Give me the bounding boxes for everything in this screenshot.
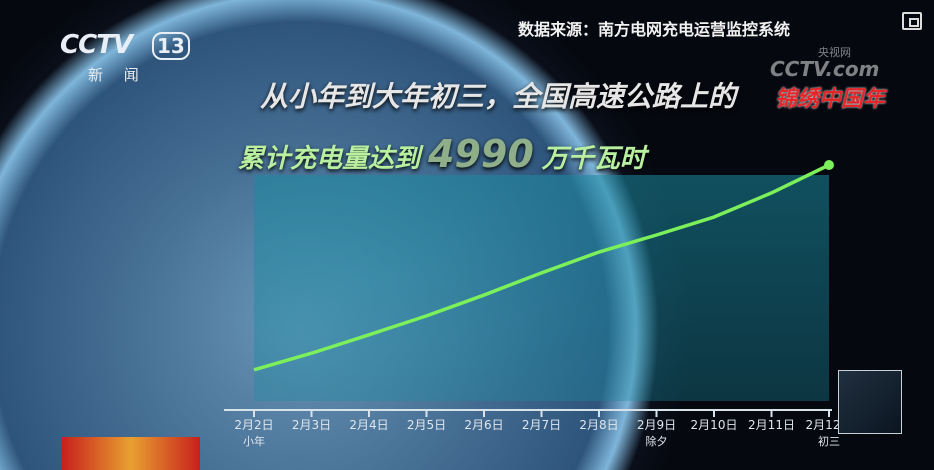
x-tick-label: 2月5日 [407, 418, 446, 432]
x-tick-label: 2月3日 [292, 418, 331, 432]
x-tick-label: 2月8日 [579, 418, 618, 432]
x-tick-label: 2月6日 [464, 418, 503, 432]
x-sublabel: 小年 [243, 434, 265, 448]
x-tick-label: 2月7日 [522, 418, 561, 432]
chart-area-fill [254, 175, 829, 401]
x-tick-label: 2月9日 [637, 418, 676, 432]
festival-logo: 锦绣中国年 [775, 86, 886, 112]
data-source: 数据来源：南方电网充电运营监控系统 [518, 20, 791, 39]
x-tick-label: 2月2日 [234, 418, 273, 432]
headline-prefix: 累计充电量达到 [238, 144, 421, 174]
x-sublabel: 初三 [818, 434, 840, 448]
headline-number: 4990 [428, 132, 534, 176]
data-point [824, 160, 834, 170]
x-tick-label: 2月11日 [748, 418, 795, 432]
watermark-big: CCTV.com [770, 57, 880, 81]
x-tick-label: 2月4日 [349, 418, 388, 432]
channel-name: 新 闻 [88, 66, 147, 84]
headline-line1: 从小年到大年初三，全国高速公路上的 [260, 80, 737, 113]
cctv-logo-text: CCTV [60, 30, 133, 60]
festival-thumbnail [62, 437, 200, 470]
map-inset [838, 370, 902, 434]
headline-line2: 累计充电量达到 4990 万千瓦时 [238, 132, 646, 181]
x-sublabel: 除夕 [646, 434, 668, 448]
watermark-small: 央视网 [818, 46, 851, 59]
headline-unit: 万千瓦时 [541, 144, 646, 174]
channel-logo: CCTV 13 新 闻 [60, 30, 190, 84]
x-tick-label: 2月10日 [691, 418, 738, 432]
picture-in-picture-icon[interactable] [902, 12, 922, 30]
channel-number: 13 [152, 32, 190, 60]
